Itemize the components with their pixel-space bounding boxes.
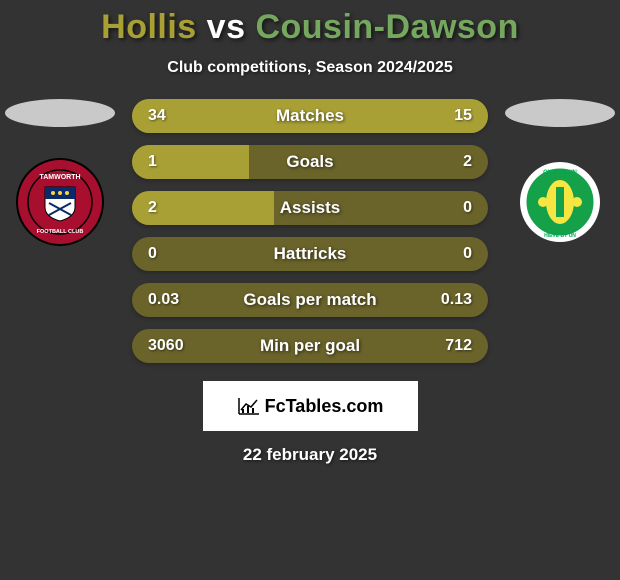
stat-label: Assists xyxy=(280,198,340,218)
page-title: Hollis vs Cousin-Dawson xyxy=(0,8,620,47)
club-left-badge: TAMWORTH FOOTBALL CLUB xyxy=(15,157,105,247)
stat-value-left: 0.03 xyxy=(148,291,179,309)
stat-value-right: 0 xyxy=(463,245,472,263)
subtitle: Club competitions, Season 2024/2025 xyxy=(0,59,620,77)
stat-value-right: 0 xyxy=(463,199,472,217)
stat-label: Goals xyxy=(286,152,333,172)
stat-row-assists: 2 Assists 0 xyxy=(132,191,488,225)
stat-value-right: 2 xyxy=(463,153,472,171)
player1-name: Hollis xyxy=(101,8,197,46)
brand-logo[interactable]: FcTables.com xyxy=(203,381,418,431)
svg-text:FOOTBALL CLUB: FOOTBALL CLUB xyxy=(37,229,84,235)
main-area: TAMWORTH FOOTBALL CLUB 34 Matches 15 1 G… xyxy=(0,99,620,363)
club-left-column: TAMWORTH FOOTBALL CLUB xyxy=(0,99,120,247)
brand-text: FcTables.com xyxy=(265,396,384,417)
stat-row-mpg: 3060 Min per goal 712 xyxy=(132,329,488,363)
stat-row-gpm: 0.03 Goals per match 0.13 xyxy=(132,283,488,317)
stat-label: Matches xyxy=(276,106,344,126)
player2-name: Cousin-Dawson xyxy=(255,8,518,46)
stat-label: Min per goal xyxy=(260,336,360,356)
stat-value-right: 15 xyxy=(454,107,472,125)
stat-value-left: 0 xyxy=(148,245,157,263)
svg-text:HIEVE BY UN: HIEVE BY UN xyxy=(544,233,576,239)
stat-value-left: 3060 xyxy=(148,337,184,355)
stat-row-matches: 34 Matches 15 xyxy=(132,99,488,133)
stat-value-left: 34 xyxy=(148,107,166,125)
comparison-card: Hollis vs Cousin-Dawson Club competition… xyxy=(0,0,620,465)
left-oval xyxy=(5,99,115,127)
stat-label: Hattricks xyxy=(274,244,347,264)
svg-text:TAMWORTH: TAMWORTH xyxy=(39,174,80,181)
club-right-badge: OVIL TOWN HIEVE BY UN xyxy=(515,157,605,247)
footer-date: 22 february 2025 xyxy=(0,445,620,465)
stat-row-hattricks: 0 Hattricks 0 xyxy=(132,237,488,271)
stat-value-left: 2 xyxy=(148,199,157,217)
svg-text:OVIL TOWN: OVIL TOWN xyxy=(543,170,577,176)
stats-column: 34 Matches 15 1 Goals 2 2 Assists 0 xyxy=(120,99,500,363)
vs-text: vs xyxy=(207,8,246,46)
stat-label: Goals per match xyxy=(243,290,376,310)
stat-value-right: 712 xyxy=(445,337,472,355)
right-oval xyxy=(505,99,615,127)
stat-value-right: 0.13 xyxy=(441,291,472,309)
yeovil-badge-icon: OVIL TOWN HIEVE BY UN xyxy=(519,161,601,243)
club-right-column: OVIL TOWN HIEVE BY UN xyxy=(500,99,620,247)
chart-icon xyxy=(237,396,261,416)
stat-value-left: 1 xyxy=(148,153,157,171)
stat-row-goals: 1 Goals 2 xyxy=(132,145,488,179)
tamworth-badge-icon: TAMWORTH FOOTBALL CLUB xyxy=(15,157,105,247)
